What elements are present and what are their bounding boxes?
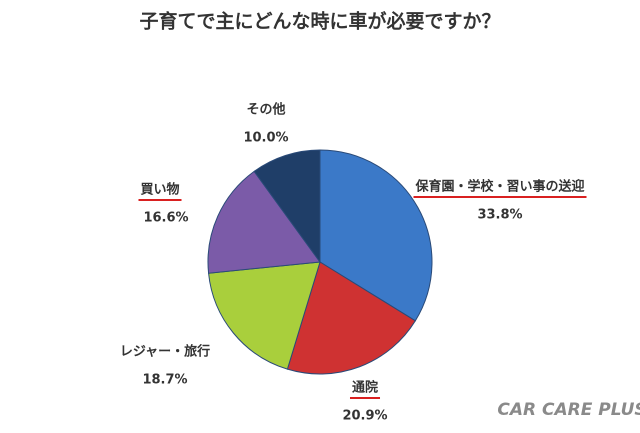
- pie-slice: [319, 149, 433, 322]
- slice-label: 通院: [352, 380, 378, 396]
- slice-value-label: 16.6%: [143, 211, 188, 226]
- slice-value-label: 20.9%: [342, 409, 387, 424]
- pie-slice: [207, 170, 321, 274]
- pie-slice: [286, 261, 416, 375]
- watermark: CAR CARE PLUS: [497, 400, 640, 420]
- pie-slice: [253, 149, 321, 264]
- slice-value-label: 33.8%: [477, 208, 522, 223]
- chart-title: 子育てで主にどんな時に車が必要ですか？: [139, 10, 500, 33]
- slice-label: 保育園・学校・習い事の送迎: [414, 179, 584, 195]
- slice-label: レジャー・旅行: [120, 344, 210, 360]
- slice-label: 買い物: [140, 182, 179, 198]
- slice-value-label: 10.0%: [243, 131, 288, 146]
- slice-value-label: 18.7%: [142, 373, 187, 388]
- pie-slice: [208, 261, 321, 370]
- slice-label: その他: [246, 102, 285, 118]
